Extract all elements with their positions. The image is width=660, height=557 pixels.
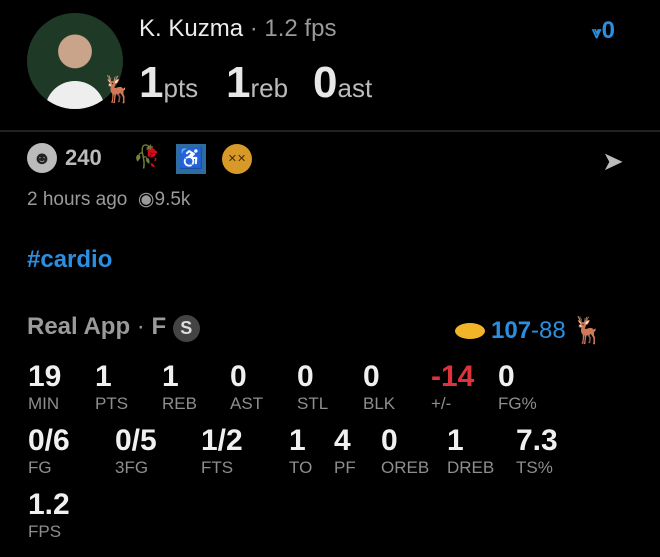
stat-label: AST [230,394,264,413]
upvote-icon: ⩔ [592,23,602,42]
reactions-bar[interactable]: ☻ 240 [27,143,102,173]
stat-label: FG% [498,394,537,413]
player-name[interactable]: K. Kuzma [139,15,244,42]
stat-label: 3FG [115,458,149,477]
stat-label: REB [162,394,197,413]
wheelchair-icon[interactable]: ♿ [176,144,206,174]
stat-value-min: 19 [28,360,62,393]
stat-label: TS% [516,458,553,477]
stat-value-stl: 0 [297,360,314,393]
stat-value-oreb: 0 [381,424,398,457]
stat-label: STL [297,394,329,413]
player-header: K. Kuzma · 1.2 fps [139,15,337,42]
player-fps: 1.2 fps [264,15,337,42]
share-icon[interactable]: ➤ [602,146,624,176]
stat-value-to: 1 [289,424,306,457]
timestamp: 2 hours ago [27,189,128,210]
stat-pts: 1pts [139,58,199,107]
stat-label: +/- [431,394,452,413]
divider [0,130,660,132]
post-meta: 2 hours ago ◉9.5k [27,188,190,211]
stat-label: FPS [28,522,62,541]
stat-value-+/-: -14 [431,360,475,393]
bucks-logo-icon: 🦌 [571,315,605,345]
stat-ast: 0ast [313,58,373,107]
stat-label: OREB [381,458,430,477]
smiley-icon[interactable]: ☻ [27,143,57,173]
stat-value-fps: 1.2 [28,488,70,521]
wilted-rose-icon[interactable]: 🥀 [133,144,161,169]
starter-badge: S [172,315,200,342]
bucks-logo-icon: 🦌 [101,74,134,104]
view-count: 9.5k [154,189,191,210]
stat-label: MIN [28,394,60,413]
stat-value-ast: 0 [230,360,247,393]
stat-value-reb: 1 [162,360,179,393]
stat-reb: 1reb [226,58,289,107]
stat-value-3fg: 0/5 [115,424,157,457]
player-avatar[interactable] [27,13,123,109]
hashtag-link[interactable]: #cardio [27,246,113,273]
stat-label: TO [289,458,313,477]
stat-label: FG [28,458,52,477]
stat-value-blk: 0 [363,360,380,393]
stat-value-ts%: 7.3 [516,424,558,457]
upvote-button[interactable]: ⩔0 [592,17,615,44]
stat-label: PTS [95,394,129,413]
game-header: Real App · F S [27,313,200,342]
lakers-logo-icon [455,322,485,339]
app-name: Real App [27,313,131,340]
stat-value-fg%: 0 [498,360,515,393]
stat-label: FTS [201,458,234,477]
stat-value-pts: 1 [95,360,112,393]
stat-value-dreb: 1 [447,424,464,457]
stat-label: BLK [363,394,396,413]
game-score[interactable]: 107-88 🦌 [455,315,604,346]
game-status: F [151,313,167,340]
stat-value-fts: 1/2 [201,424,243,457]
reaction-count: 240 [65,145,102,170]
stat-label: PF [334,458,356,477]
stat-value-pf: 4 [334,424,351,457]
stat-value-fg: 0/6 [28,424,70,457]
dizzy-face-icon[interactable]: ✕✕ [222,144,252,174]
eye-icon: ◉ [137,189,155,210]
stat-label: DREB [447,458,495,477]
